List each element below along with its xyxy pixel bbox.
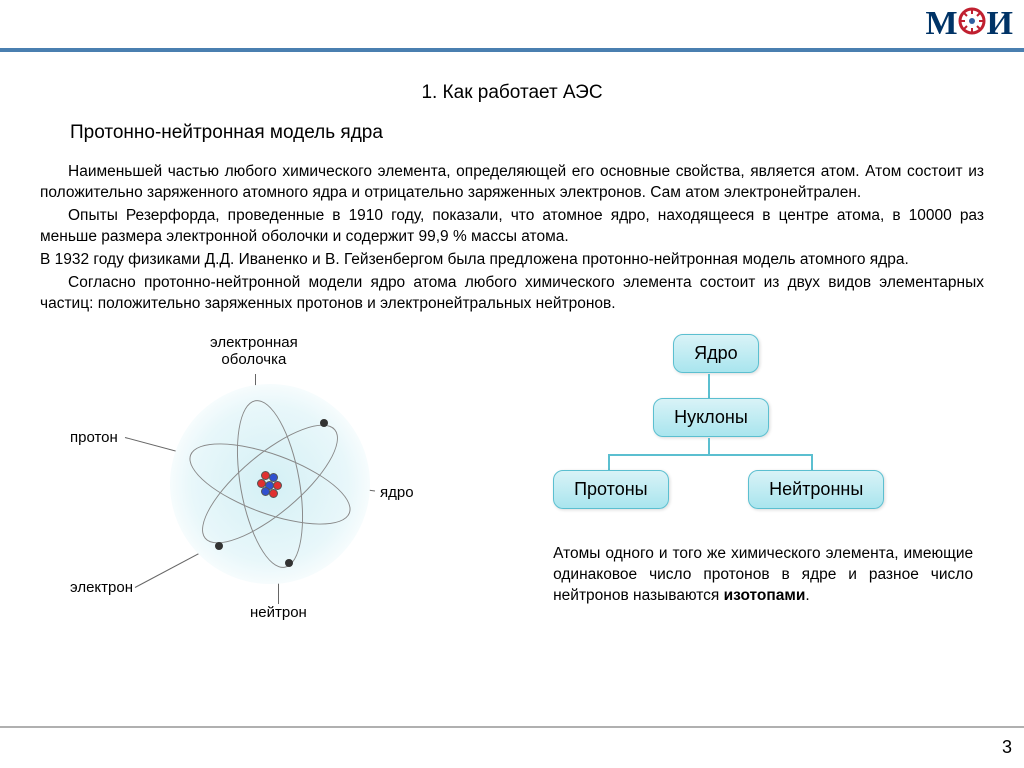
proton-icon (269, 489, 278, 498)
slide-title: 1. Как работает АЭС (40, 82, 984, 104)
atom-shell-icon (170, 384, 370, 584)
paragraph-2: Опыты Резерфорда, проведенные в 1910 год… (40, 206, 984, 248)
slide-subtitle: Протонно-нейтронная модель ядра (70, 122, 984, 144)
logo-letter-i: И (987, 5, 1012, 42)
connector (708, 374, 710, 398)
atom-diagram: электронная оболочка протон ядро электро… (40, 334, 493, 624)
label-electron: электрон (70, 579, 133, 596)
connector (608, 454, 610, 470)
page-number: 3 (1002, 737, 1012, 758)
electron-icon (215, 542, 223, 550)
isotope-text: Атомы одного и того же химического элеме… (553, 544, 973, 607)
connector (708, 438, 710, 454)
nucleus-icon (255, 469, 285, 499)
isotope-text-post: . (805, 587, 809, 604)
label-electron-shell: электронная оболочка (210, 334, 298, 368)
node-protons: Протоны (553, 470, 669, 509)
node-neutrons: Нейтронны (748, 470, 884, 509)
slide-content: 1. Как работает АЭС Протонно-нейтронная … (0, 52, 1024, 624)
header-divider (0, 48, 1024, 52)
diagrams-row: электронная оболочка протон ядро электро… (40, 334, 984, 624)
label-proton: протон (70, 429, 118, 446)
hierarchy-diagram: Ядро Нуклоны Протоны Нейтронны Атомы одн… (493, 334, 984, 624)
connector (811, 454, 813, 470)
paragraph-3: В 1932 году физиками Д.Д. Иваненко и В. … (40, 250, 984, 271)
mei-logo: М И (925, 4, 1012, 43)
slide-header: М И (0, 0, 1024, 52)
logo-ring-icon (957, 6, 987, 36)
isotope-text-bold: изотопами (724, 587, 806, 604)
logo-letter-m: М (925, 5, 956, 42)
label-neutron: нейтрон (250, 604, 307, 621)
node-root: Ядро (673, 334, 759, 373)
footer-divider (0, 726, 1024, 728)
paragraph-4: Согласно протонно-нейтронной модели ядро… (40, 273, 984, 315)
connector (608, 454, 813, 456)
paragraph-1: Наименьшей частью любого химического эле… (40, 162, 984, 204)
node-mid: Нуклоны (653, 398, 769, 437)
label-nucleus: ядро (380, 484, 414, 501)
electron-icon (285, 559, 293, 567)
